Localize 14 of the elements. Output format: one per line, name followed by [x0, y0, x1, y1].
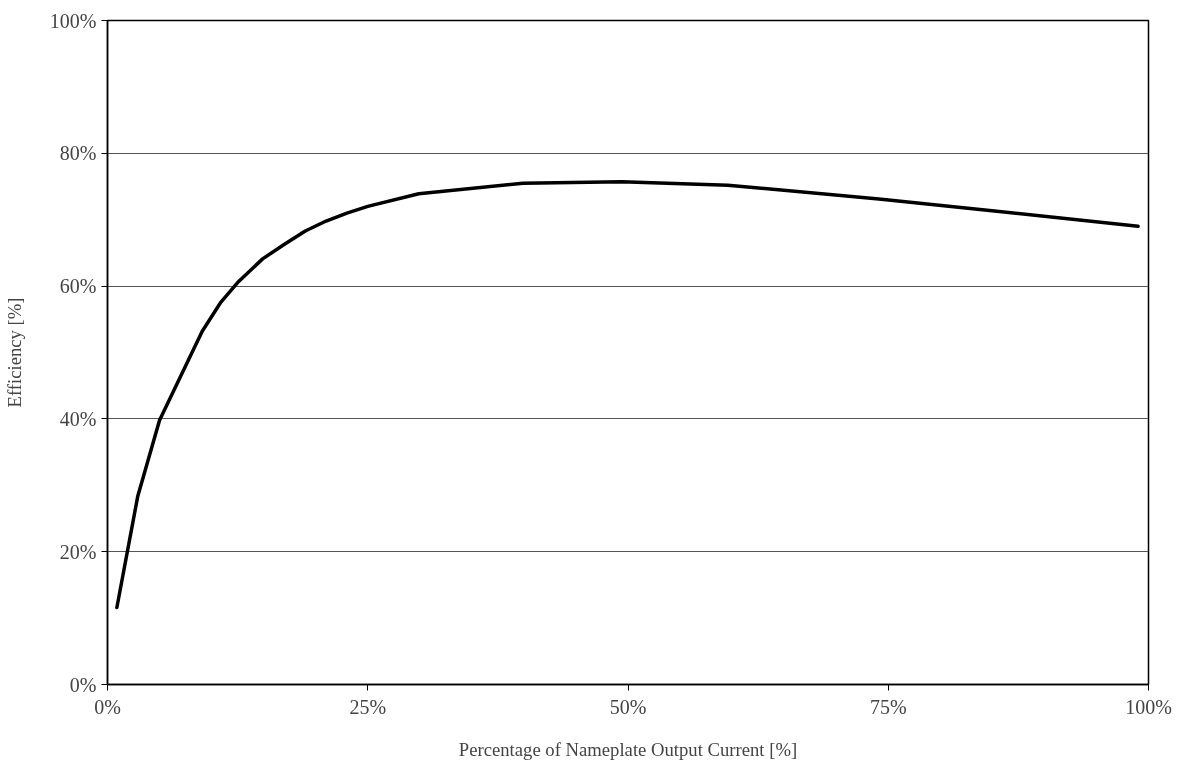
- x-tick-label: 25%: [349, 695, 387, 718]
- x-axis-title: Percentage of Nameplate Output Current [%]: [458, 738, 798, 760]
- y-tick-label: 0%: [69, 673, 97, 696]
- x-tick-label: 75%: [869, 695, 907, 718]
- line-series: [115, 180, 1140, 610]
- y-tick-label: 60%: [59, 275, 97, 298]
- x-tick-label: 100%: [1125, 695, 1172, 718]
- x-tick-label: 0%: [94, 695, 121, 718]
- y-tick-label: 100%: [49, 9, 97, 32]
- y-tick-label: 80%: [59, 142, 97, 165]
- y-axis-title: Efficiency [%]: [3, 297, 25, 408]
- y-tick-label: 40%: [59, 407, 97, 430]
- y-tick-label: 20%: [59, 540, 97, 563]
- x-tick-label: 50%: [609, 695, 647, 718]
